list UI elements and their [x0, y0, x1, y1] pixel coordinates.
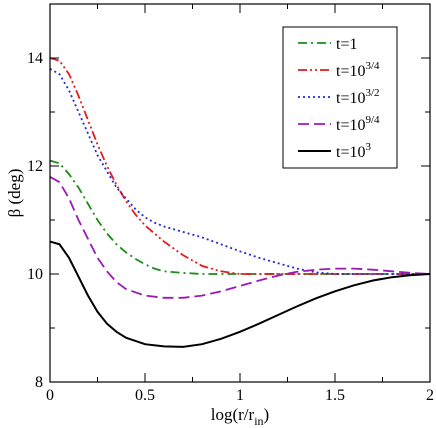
legend-box: [282, 26, 398, 169]
legend-label-2: t=103/4: [336, 60, 380, 80]
y-tick-label: 14: [27, 50, 43, 67]
series-line-3: [49, 68, 430, 275]
series-line-5: [49, 240, 431, 348]
axis-ticks: [49, 4, 431, 383]
x-tick-label: 1.5: [325, 387, 345, 404]
x-tick-label: 0.5: [135, 387, 155, 404]
legend-label-4: t=109/4: [336, 114, 380, 134]
x-tick-label: 2: [426, 387, 434, 404]
x-tick-label: 0: [46, 387, 54, 404]
x-axis-title: log(r/rin): [211, 405, 269, 428]
y-tick-label: 8: [35, 374, 43, 391]
legend-label-3: t=103/2: [336, 87, 380, 107]
y-axis-title: β (deg): [5, 169, 24, 218]
legend-label-1: t=1: [336, 36, 357, 53]
series-line-2: [49, 57, 430, 275]
series-line-4: [49, 176, 431, 299]
series-line-1: [49, 159, 430, 275]
legend-label-5: t=103: [336, 141, 371, 161]
y-tick-label: 10: [27, 266, 43, 283]
legend: t=1 t=103/4 t=103/2 t=109/4 t=103: [282, 26, 398, 169]
tick-labels: 0 0.5 1 1.5 2 8 10 12 14: [27, 50, 434, 404]
plot-lines: [49, 57, 431, 348]
x-tick-label: 1: [236, 387, 244, 404]
y-tick-label: 12: [27, 158, 43, 175]
